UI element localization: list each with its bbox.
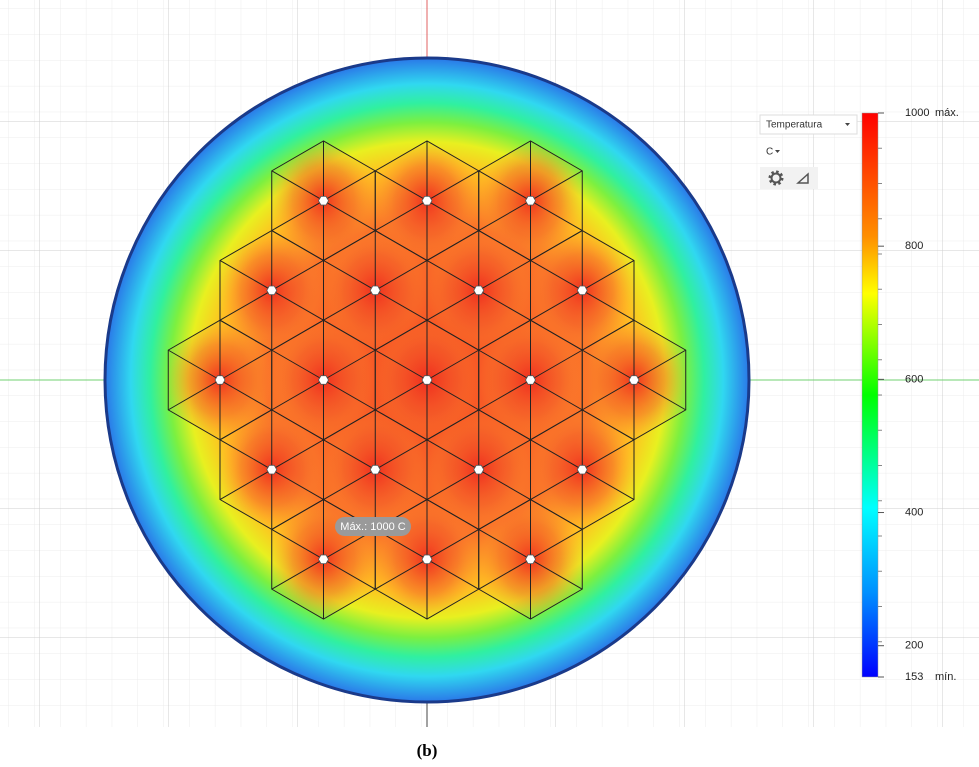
node-dot: [474, 286, 484, 295]
node-dot: [422, 196, 432, 205]
node-dot: [215, 376, 225, 385]
min-label: mín.: [935, 671, 956, 683]
toolbar: [760, 167, 818, 189]
node-dot: [629, 376, 639, 385]
node-dot: [577, 286, 587, 295]
tick-label: 400: [905, 506, 923, 518]
node-dot: [577, 465, 587, 474]
caption: (b): [417, 741, 438, 760]
unit-label[interactable]: C: [766, 147, 773, 158]
colorbar: [862, 113, 878, 677]
tick-label: 600: [905, 373, 923, 385]
quantity-label: Temperatura: [766, 120, 823, 131]
node-dot: [319, 196, 329, 205]
node-dot: [526, 196, 536, 205]
node-dot: [267, 286, 277, 295]
tick-label: 1000: [905, 107, 929, 119]
node-dot: [319, 555, 329, 564]
node-dot: [370, 465, 380, 474]
tick-label: 800: [905, 240, 923, 252]
probe-label: Máx.: 1000 C: [340, 521, 405, 533]
tick-label: 153: [905, 671, 923, 683]
node-dot: [267, 465, 277, 474]
max-label: máx.: [935, 107, 959, 119]
screenshot: Máx.: 1000 C Temperatura C 1000 máx. 800 60…: [0, 0, 979, 767]
node-dot: [319, 376, 329, 385]
node-dot: [526, 555, 536, 564]
node-dot: [526, 376, 536, 385]
node-dot: [474, 465, 484, 474]
tick-label: 200: [905, 640, 923, 652]
node-dot: [370, 286, 380, 295]
node-dot: [422, 376, 432, 385]
node-dot: [422, 555, 432, 564]
